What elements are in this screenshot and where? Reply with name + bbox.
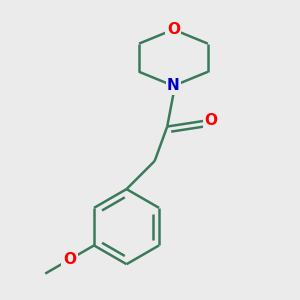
Text: O: O bbox=[63, 252, 76, 267]
Text: O: O bbox=[167, 22, 180, 37]
Text: O: O bbox=[205, 113, 218, 128]
Text: N: N bbox=[167, 78, 180, 93]
